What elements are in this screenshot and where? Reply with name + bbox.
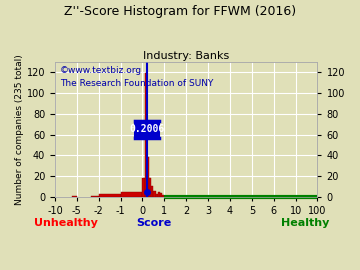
Bar bbox=[156, 194, 158, 197]
Bar bbox=[91, 196, 99, 197]
Bar bbox=[149, 178, 151, 197]
Text: The Research Foundation of SUNY: The Research Foundation of SUNY bbox=[60, 79, 213, 88]
Bar bbox=[153, 191, 156, 197]
Title: Industry: Banks: Industry: Banks bbox=[143, 51, 229, 61]
Bar bbox=[72, 196, 77, 197]
Text: Z''-Score Histogram for FFWM (2016): Z''-Score Histogram for FFWM (2016) bbox=[64, 5, 296, 18]
Text: Score: Score bbox=[136, 218, 171, 228]
Bar bbox=[99, 194, 121, 197]
Bar bbox=[143, 178, 145, 197]
Bar bbox=[121, 192, 143, 197]
Bar bbox=[135, 121, 159, 138]
Bar bbox=[252, 196, 274, 197]
Bar bbox=[165, 196, 186, 197]
Text: Healthy: Healthy bbox=[281, 218, 329, 228]
Bar bbox=[145, 73, 147, 197]
Bar bbox=[151, 187, 153, 197]
Bar bbox=[158, 192, 160, 197]
Bar bbox=[162, 195, 165, 197]
Text: 0.2006: 0.2006 bbox=[129, 124, 165, 134]
Text: Unhealthy: Unhealthy bbox=[34, 218, 98, 228]
Y-axis label: Number of companies (235 total): Number of companies (235 total) bbox=[15, 54, 24, 205]
Bar bbox=[160, 193, 162, 197]
Text: ©www.textbiz.org: ©www.textbiz.org bbox=[60, 66, 142, 75]
Bar bbox=[147, 157, 149, 197]
